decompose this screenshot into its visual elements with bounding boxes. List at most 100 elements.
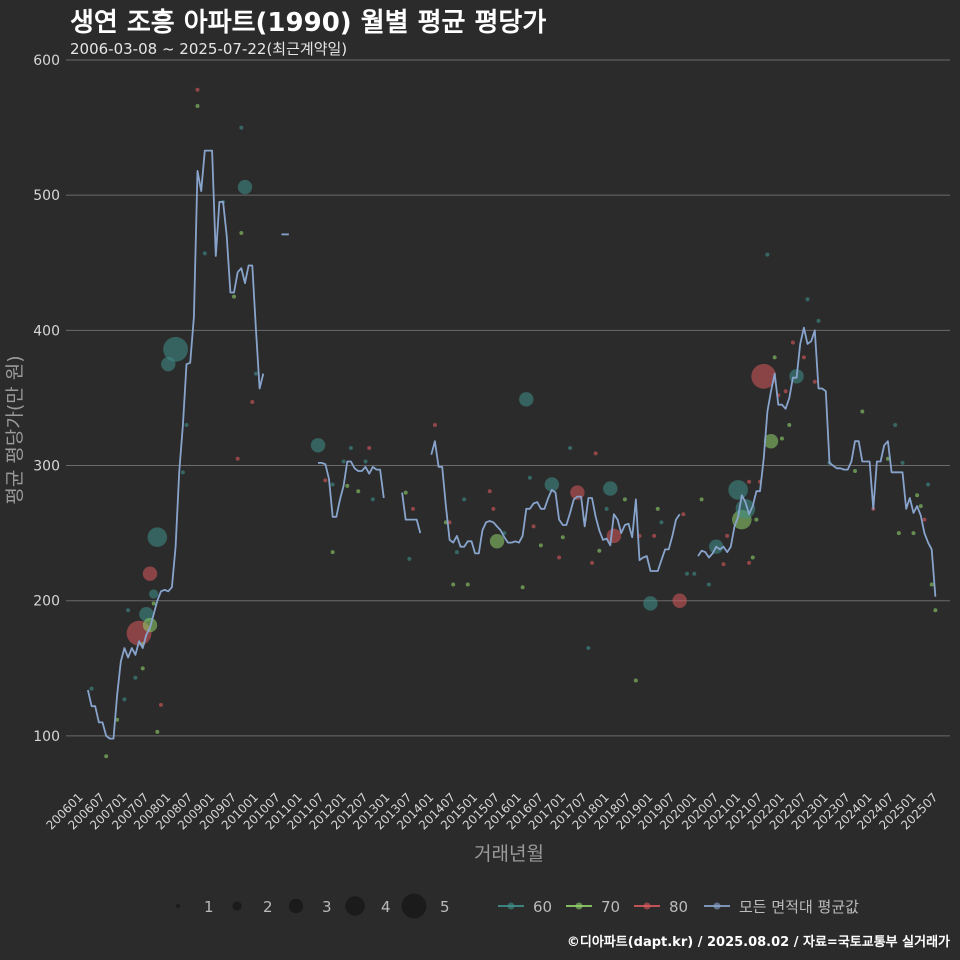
data-point: [915, 493, 920, 498]
data-point: [728, 480, 748, 500]
y-tick-label: 500: [33, 188, 60, 204]
data-point: [122, 697, 127, 702]
data-point: [750, 555, 755, 560]
data-point: [805, 297, 810, 302]
data-point: [926, 482, 931, 487]
data-point: [370, 497, 375, 502]
legend-series-label: 모든 면적대 평균값: [739, 898, 859, 916]
legend-size-label: 4: [381, 898, 391, 916]
data-point: [754, 517, 759, 522]
data-point: [597, 548, 602, 553]
data-point: [363, 459, 368, 464]
data-point: [348, 445, 353, 450]
data-point: [250, 400, 255, 405]
data-point: [330, 550, 335, 555]
data-point: [126, 608, 131, 613]
legend-point-key: [713, 902, 721, 910]
data-point: [239, 231, 244, 236]
data-point: [725, 533, 730, 538]
data-point: [115, 717, 120, 722]
data-point: [763, 434, 779, 449]
data-point: [604, 506, 609, 511]
data-point: [706, 582, 711, 587]
data-point: [520, 585, 525, 590]
data-point: [489, 534, 505, 549]
data-point: [622, 497, 627, 502]
legend-series-label: 60: [533, 898, 552, 916]
data-point: [232, 294, 237, 299]
average-line-segment: [697, 326, 937, 597]
data-point: [330, 482, 335, 487]
data-point: [411, 506, 416, 511]
data-point: [491, 506, 496, 511]
data-point: [787, 423, 792, 427]
data-point: [812, 379, 817, 384]
data-point: [751, 363, 777, 389]
data-point: [918, 504, 923, 509]
data-point: [356, 489, 361, 494]
y-axis-label: 평균 평당가(만 원): [4, 355, 26, 504]
legend-point-key: [643, 902, 651, 910]
data-point: [590, 560, 595, 565]
data-point: [451, 582, 456, 587]
data-point: [432, 423, 437, 427]
legend-size-label: 2: [263, 898, 273, 916]
legend-series-label: 80: [669, 898, 688, 916]
data-point: [933, 608, 938, 613]
data-point: [487, 489, 492, 494]
data-point: [652, 533, 657, 538]
data-point: [149, 589, 159, 599]
data-point: [180, 470, 185, 475]
data-point: [699, 497, 704, 502]
average-line-segment: [318, 460, 385, 518]
data-point: [893, 423, 898, 427]
data-point: [195, 103, 200, 108]
data-point: [593, 451, 598, 456]
y-tick-label: 400: [33, 323, 60, 339]
chart-subtitle: 2006-03-08 ~ 2025-07-22(최근계약일): [70, 40, 348, 58]
data-point: [151, 601, 156, 606]
source-caption: ©디아파트(dapt.kr) / 2025.08.02 / 자료=국토교통부 실…: [566, 935, 950, 950]
scatter-points: [89, 87, 938, 759]
data-point: [140, 666, 145, 671]
data-point: [202, 251, 207, 256]
y-tick-label: 200: [33, 594, 60, 610]
data-point: [341, 459, 346, 464]
data-point: [681, 512, 686, 517]
data-point: [606, 528, 622, 544]
data-point: [633, 678, 638, 683]
data-point: [692, 571, 697, 576]
data-point: [139, 607, 154, 622]
data-point: [568, 445, 573, 450]
data-point: [783, 389, 788, 394]
data-point: [896, 531, 901, 536]
legend-series-label: 70: [601, 898, 620, 916]
data-point: [801, 355, 806, 360]
legend-size-label: 5: [440, 898, 450, 916]
data-point: [721, 562, 726, 567]
data-point: [747, 560, 752, 565]
data-point: [155, 729, 160, 734]
data-point: [603, 481, 618, 496]
data-point: [544, 477, 560, 492]
average-line-segment: [87, 149, 265, 740]
data-point: [929, 582, 934, 587]
data-point: [239, 125, 244, 130]
x-tick-labels: 2006012006072007012007072008012008072009…: [43, 790, 940, 832]
data-point: [900, 460, 905, 465]
average-line-segment: [401, 492, 422, 534]
data-point: [747, 479, 752, 484]
data-point: [659, 520, 664, 525]
data-point: [531, 524, 536, 529]
data-point: [779, 436, 784, 441]
data-point: [253, 371, 258, 376]
data-point: [367, 445, 372, 450]
grid-lines: [66, 59, 950, 737]
x-axis-label: 거래년월: [474, 843, 544, 865]
legend-size-key: [176, 904, 180, 908]
legend-size-key: [232, 901, 242, 911]
data-point: [885, 456, 890, 461]
legend-size-label: 1: [204, 898, 214, 916]
data-point: [104, 754, 109, 759]
